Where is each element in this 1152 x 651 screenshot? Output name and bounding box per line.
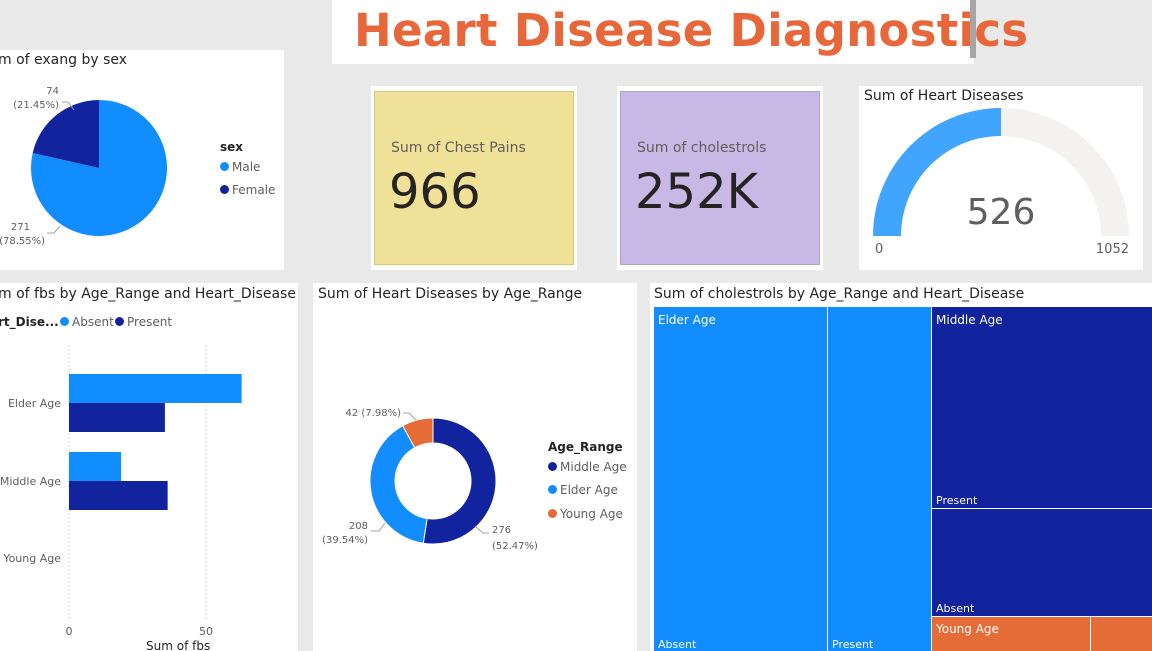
treemap-card[interactable]: Sum of cholestrols by Age_Range and Hear… [650,283,1152,651]
gauge-svg [873,108,1129,236]
donut-legend-young[interactable]: Young Age [548,507,623,521]
gauge-fill [873,108,1001,236]
bar-fbs-bar-absent[interactable] [69,452,122,481]
bar-fbs-category-label: Young Age [2,552,61,565]
donut-legend-title: Age_Range [548,440,623,454]
legend-dot-icon [220,162,229,171]
treemap-group-label-middle: Middle Age [936,313,1003,327]
treemap-area: Elder Age Absent Present Middle Age Pres… [654,307,1152,651]
treemap-leaf-label: Present [832,638,874,651]
kpi-cholestrols-card[interactable]: Sum of cholestrols 252K [617,86,823,270]
treemap-tile-young-1[interactable]: Young Age [932,617,1090,651]
treemap-group-label-elder: Elder Age [658,313,716,327]
treemap-title: Sum of cholestrols by Age_Range and Hear… [654,286,1025,302]
kpi-cholestrols-box: Sum of cholestrols 252K [620,91,820,265]
bar-fbs-category-label: Elder Age [8,397,61,410]
donut-label-middle-pct: (52.47%) [492,541,538,552]
legend-dot-icon [548,509,557,518]
pie-exang-legend-male[interactable]: Male [220,160,260,174]
donut-slice-young-age[interactable] [402,417,434,449]
kpi-chest-pains-box: Sum of Chest Pains 966 [374,91,574,265]
treemap-leaf-label: Absent [936,602,975,615]
donut-label-elder-value: 208 [349,521,368,532]
pie-label-female-pct: (21.45%) [13,100,59,111]
gauge-min-label: 0 [875,242,884,257]
treemap-leaf-label: Present [936,494,978,507]
kpi-chest-pains-value: 966 [389,164,481,220]
legend-dot-icon [548,485,557,494]
legend-dot-icon [548,462,557,471]
kpi-chest-pains-card[interactable]: Sum of Chest Pains 966 [371,86,577,270]
donut-slice-middle-age[interactable] [422,417,497,545]
bar-fbs-bar-present[interactable] [69,403,165,432]
legend-dot-icon [220,185,229,194]
pie-exang-svg: 271 (78.55%) 74 (21.45%) [0,86,167,247]
kpi-cholestrols-label: Sum of cholestrols [637,140,767,156]
pie-label-male-pct: (78.55%) [0,236,45,247]
pie-slice-male[interactable] [30,100,167,237]
pie-exang-title: m of exang by sex [0,52,128,68]
pie-label-female-value: 74 [46,86,59,97]
donut-label-young: 42 (7.98%) [346,408,402,419]
kpi-cholestrols-value: 252K [635,164,759,220]
donut-slice-elder-age[interactable] [369,425,428,544]
treemap-tile-middle-present[interactable]: Middle Age Present [932,307,1152,508]
kpi-chest-pains-label: Sum of Chest Pains [391,140,526,156]
gauge-title: Sum of Heart Diseases [864,88,1024,104]
bar-fbs-legend-present[interactable]: Present [115,315,172,329]
bar-fbs-card[interactable]: m of fbs by Age_Range and Heart_Disease … [0,283,298,651]
donut-legend-elder[interactable]: Elder Age [548,483,618,497]
gauge-card[interactable]: Sum of Heart Diseases 526 0 1052 [859,86,1143,270]
legend-dot-icon [115,317,124,326]
bar-fbs-legend-title: rt_Dise... [0,315,59,329]
donut-legend-middle[interactable]: Middle Age [548,460,627,474]
treemap-leaf-label: Absent [658,638,697,651]
legend-dot-icon [60,317,69,326]
treemap-tile-middle-absent[interactable]: Absent [932,509,1152,616]
gauge-max-label: 1052 [1095,242,1129,257]
pie-exang-legend-title: sex [220,140,244,154]
bar-fbs-svg: Elder Age Middle Age Young Age 0 50 [0,345,242,638]
treemap-tile-elder-absent[interactable]: Elder Age Absent [654,307,827,651]
bar-fbs-x-tick: 0 [66,625,73,638]
bar-fbs-bar-absent[interactable] [69,374,242,403]
donut-card[interactable]: Sum of Heart Diseases by Age_Range 276 (5… [313,283,637,651]
pie-slice-female[interactable] [32,100,99,168]
treemap-group-label-young: Young Age [936,622,999,636]
donut-svg: 276 (52.47%) 208 (39.54%) 42 (7.98%) [322,408,538,552]
bar-fbs-title: m of fbs by Age_Range and Heart_Disease [0,286,296,302]
title-accent-bar [970,0,976,58]
treemap-tile-young-2[interactable] [1091,617,1152,651]
gauge-value: 526 [966,192,1036,233]
donut-label-middle-value: 276 [492,525,511,536]
bar-fbs-legend-absent[interactable]: Absent [60,315,114,329]
bar-fbs-x-tick: 50 [199,625,213,638]
bar-fbs-xlabel: Sum of fbs [146,639,211,651]
pie-exang-legend-female[interactable]: Female [220,183,275,197]
donut-title: Sum of Heart Diseases by Age_Range [318,286,583,302]
page-title: Heart Disease Diagnostics [354,4,1029,57]
pie-label-male-value: 271 [11,222,30,233]
pie-exang-card[interactable]: m of exang by sex 271 (78.55%) 74 (21.45%) … [0,50,284,270]
bar-fbs-bar-present[interactable] [69,481,168,510]
bar-fbs-category-label: Middle Age [0,475,61,488]
page-title-box: Heart Disease Diagnostics [332,0,1028,64]
treemap-tile-elder-present[interactable]: Present [828,307,931,651]
donut-label-elder-pct: (39.54%) [322,535,368,546]
